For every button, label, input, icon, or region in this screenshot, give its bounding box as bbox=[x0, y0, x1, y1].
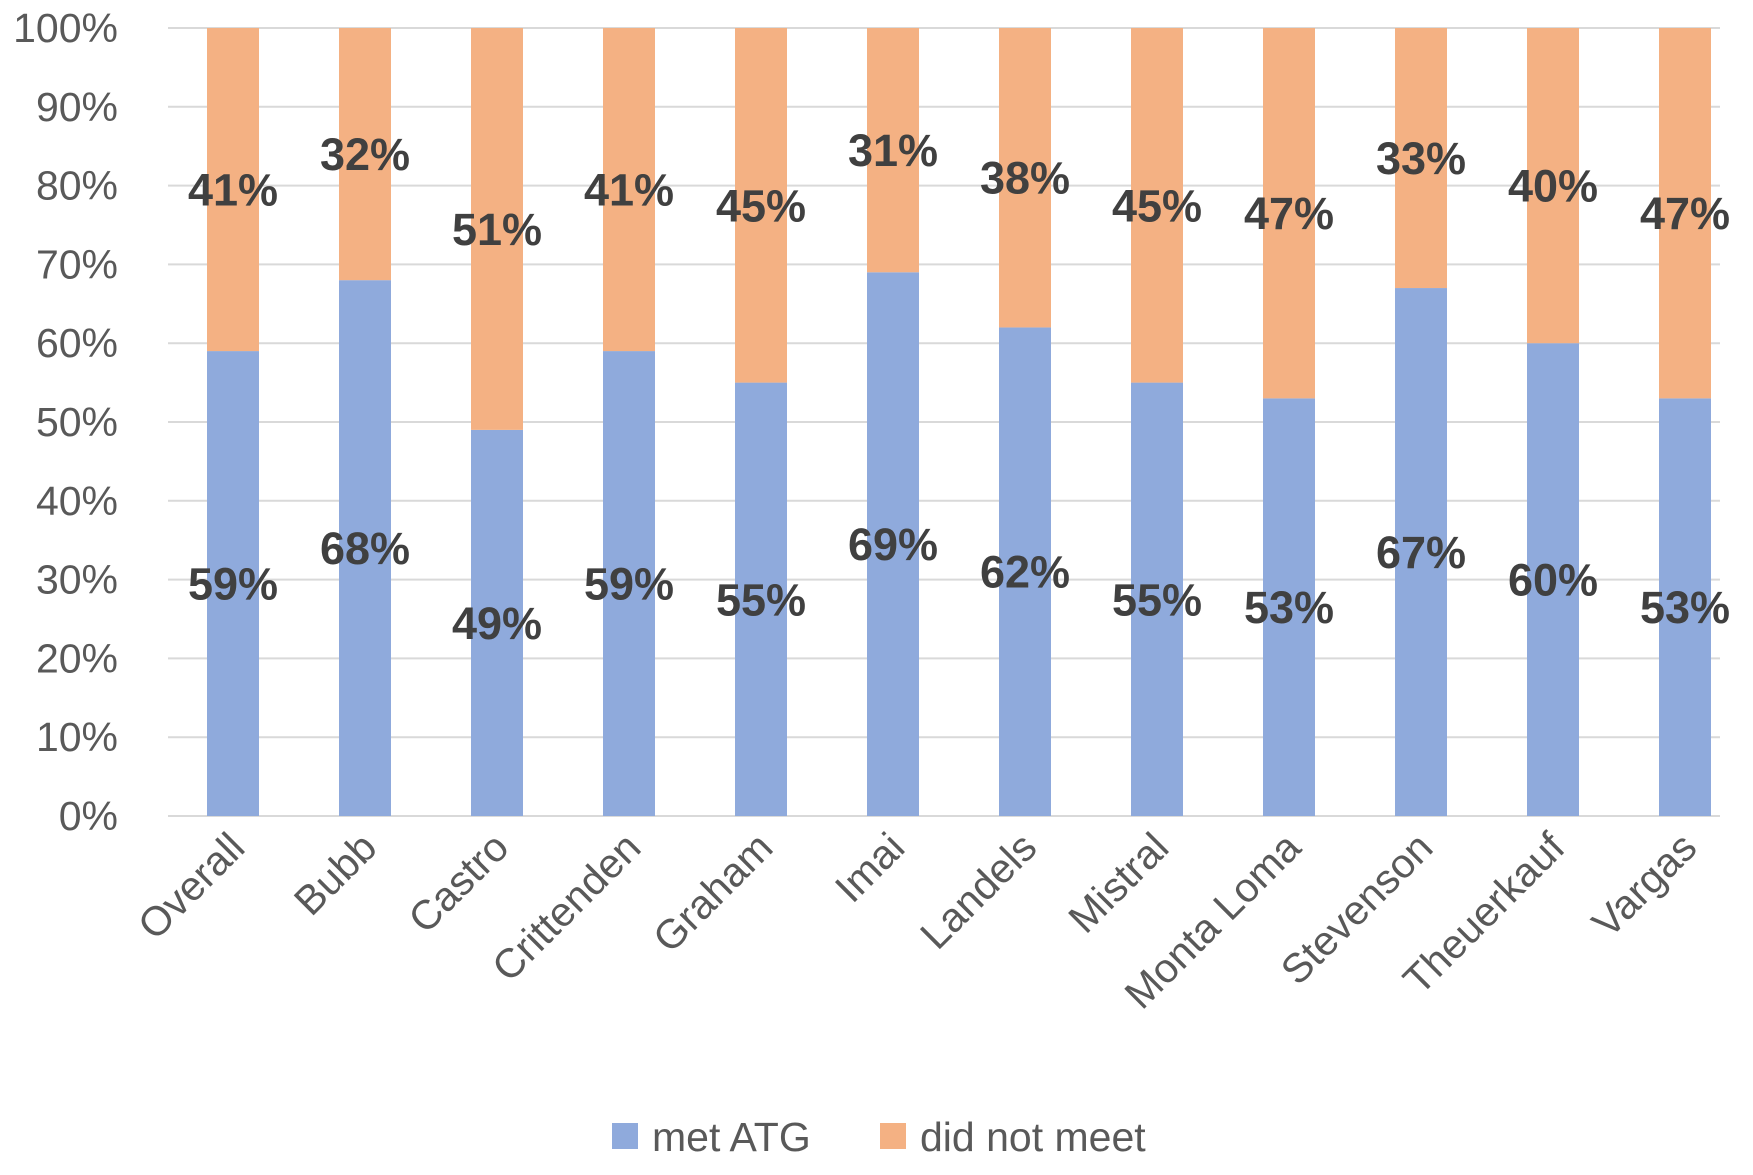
data-label: 67% bbox=[1376, 527, 1466, 578]
data-label: 55% bbox=[716, 574, 806, 625]
bar-segment-met-atg bbox=[1527, 343, 1579, 816]
data-label: 53% bbox=[1244, 582, 1334, 633]
y-tick-label: 0% bbox=[59, 793, 118, 839]
x-category-label: Mistral bbox=[1059, 824, 1177, 942]
data-label: 68% bbox=[320, 523, 410, 574]
bar-segment-did-not-meet bbox=[339, 28, 391, 281]
bar-segment-met-atg bbox=[1659, 398, 1711, 816]
y-axis-tick-labels: 0% 10% 20% 30% 40% 50% 60% 70% 80% 90% 100% bbox=[13, 5, 118, 839]
bar-segment-met-atg bbox=[339, 280, 391, 816]
legend-swatch bbox=[612, 1123, 638, 1149]
data-label: 41% bbox=[188, 165, 278, 216]
data-label: 60% bbox=[1508, 555, 1598, 606]
bars bbox=[207, 28, 1711, 816]
data-label: 62% bbox=[980, 547, 1070, 598]
data-label: 47% bbox=[1640, 188, 1730, 239]
data-label: 41% bbox=[584, 165, 674, 216]
data-label: 33% bbox=[1376, 133, 1466, 184]
data-label: 59% bbox=[584, 559, 674, 610]
y-tick-label: 30% bbox=[36, 557, 118, 603]
y-tick-label: 10% bbox=[36, 714, 118, 760]
gridlines bbox=[168, 27, 1720, 817]
legend: met ATG did not meet bbox=[612, 1114, 1146, 1160]
bar-segment-did-not-meet bbox=[1659, 28, 1711, 399]
x-category-label: Landels bbox=[911, 824, 1045, 958]
data-label: 47% bbox=[1244, 188, 1334, 239]
bar-segment-did-not-meet bbox=[1131, 28, 1183, 383]
legend-label: did not meet bbox=[920, 1114, 1146, 1160]
bar-segment-did-not-meet bbox=[1263, 28, 1315, 399]
data-label: 45% bbox=[716, 180, 806, 231]
bar-segment-did-not-meet bbox=[1395, 28, 1447, 289]
bar-segment-did-not-meet bbox=[867, 28, 919, 273]
legend-label: met ATG bbox=[652, 1114, 811, 1160]
data-label: 31% bbox=[848, 125, 938, 176]
y-tick-label: 50% bbox=[36, 399, 118, 445]
bar-segment-met-atg bbox=[1263, 398, 1315, 816]
bar-segment-met-atg bbox=[207, 351, 259, 816]
data-label: 55% bbox=[1112, 574, 1202, 625]
data-labels: 59% 41% 68% 32% 49% 51% 59% 41% 55% 45% 69% 31% 62% 3… bbox=[188, 125, 1730, 649]
bar-segment-did-not-meet bbox=[735, 28, 787, 383]
bar-segment-met-atg bbox=[867, 272, 919, 816]
bar-segment-did-not-meet bbox=[1527, 28, 1579, 344]
bar-segment-met-atg bbox=[999, 327, 1051, 816]
bar-segment-met-atg bbox=[1131, 382, 1183, 816]
data-label: 38% bbox=[980, 153, 1070, 204]
bar-segment-met-atg bbox=[1395, 288, 1447, 816]
bar-segment-met-atg bbox=[471, 429, 523, 816]
y-tick-label: 90% bbox=[36, 84, 118, 130]
bar-segment-did-not-meet bbox=[603, 28, 655, 352]
y-tick-label: 80% bbox=[36, 163, 118, 209]
legend-swatch bbox=[880, 1123, 906, 1149]
y-tick-label: 40% bbox=[36, 478, 118, 524]
x-category-label: Castro bbox=[399, 824, 517, 942]
x-category-label: Bubb bbox=[285, 824, 385, 924]
data-label: 45% bbox=[1112, 180, 1202, 231]
y-tick-label: 100% bbox=[13, 5, 118, 51]
data-label: 32% bbox=[320, 129, 410, 180]
x-category-label: Vargas bbox=[1583, 824, 1705, 946]
bar-segment-did-not-meet bbox=[207, 28, 259, 352]
data-label: 51% bbox=[452, 204, 542, 255]
data-label: 53% bbox=[1640, 582, 1730, 633]
bar-segment-did-not-meet bbox=[999, 28, 1051, 328]
data-label: 69% bbox=[848, 519, 938, 570]
data-label: 40% bbox=[1508, 161, 1598, 212]
x-category-label: Overall bbox=[129, 824, 253, 948]
data-label: 59% bbox=[188, 559, 278, 610]
x-category-label: Imai bbox=[826, 824, 913, 911]
bar-segment-met-atg bbox=[735, 382, 787, 816]
x-category-label: Graham bbox=[644, 824, 781, 961]
y-tick-label: 70% bbox=[36, 241, 118, 287]
bar-segment-did-not-meet bbox=[471, 28, 523, 430]
y-tick-label: 20% bbox=[36, 635, 118, 681]
data-label: 49% bbox=[452, 598, 542, 649]
bar-segment-met-atg bbox=[603, 351, 655, 816]
y-tick-label: 60% bbox=[36, 320, 118, 366]
